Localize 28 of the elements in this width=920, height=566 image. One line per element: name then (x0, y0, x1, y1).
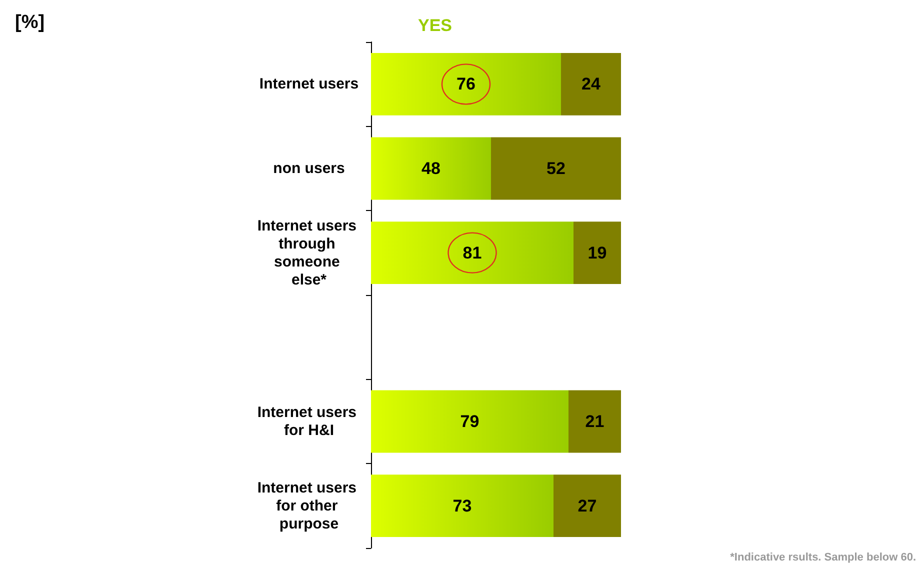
text: *Indicative rsults. Sample below 60. (730, 552, 916, 564)
y-tick-label: Internet users for other purpose (257, 479, 361, 532)
bar (554, 474, 621, 538)
y-tick-label: Internet users through someone else* (257, 217, 361, 288)
bar (371, 474, 554, 538)
data-label: 81 (462, 243, 482, 262)
y-tick-label: non users (273, 160, 345, 177)
y-tick-label: Internet users for H&I (257, 404, 361, 439)
data-label: 73 (452, 496, 472, 516)
series-label: YES (418, 16, 452, 35)
data-label: 19 (588, 243, 607, 262)
data-label: 27 (578, 496, 597, 516)
data-label: 79 (460, 412, 480, 431)
bar (568, 390, 621, 453)
data-label: 76 (456, 74, 476, 94)
data-label: 21 (585, 412, 604, 431)
data-label: 48 (422, 159, 440, 178)
data-label: 24 (582, 74, 601, 94)
bar (491, 137, 621, 200)
bar (371, 390, 568, 453)
bar (561, 52, 621, 116)
text: [%] (15, 12, 45, 33)
y-tick-label: Internet users (259, 76, 359, 93)
bar (371, 52, 561, 116)
bar (371, 222, 574, 284)
data-label: 52 (546, 159, 566, 178)
bar (574, 222, 621, 284)
bar (371, 137, 491, 200)
